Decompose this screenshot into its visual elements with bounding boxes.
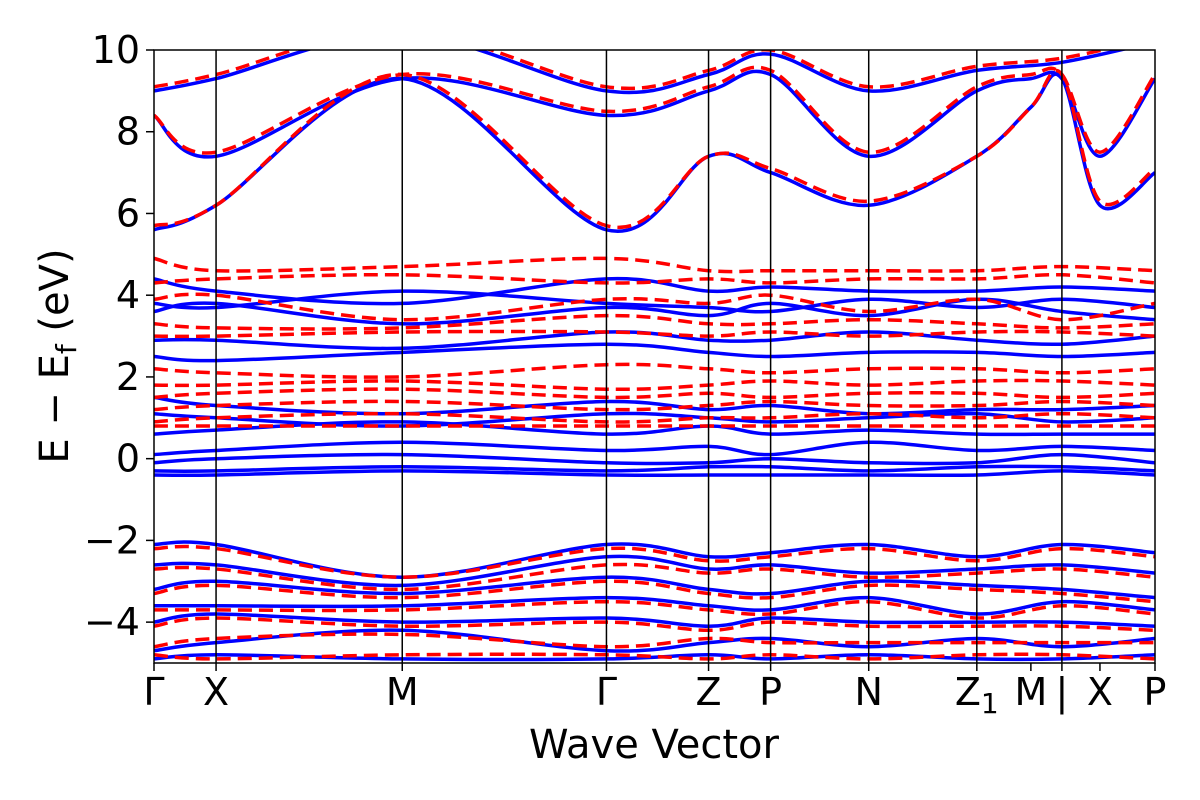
x-tick-label: | bbox=[1056, 670, 1069, 715]
band-line bbox=[154, 540, 1155, 579]
band-line bbox=[154, 652, 1155, 661]
band-line bbox=[154, 292, 1155, 322]
x-tick-label-main: M bbox=[1014, 670, 1047, 714]
x-tick-label-main: X bbox=[203, 670, 229, 714]
x-tick-label-main: X bbox=[1087, 670, 1113, 714]
band-line bbox=[154, 440, 1155, 457]
x-tick-label: Γ bbox=[143, 670, 164, 714]
x-tick-label-main: N bbox=[854, 670, 882, 714]
x-tick-label: X bbox=[203, 670, 229, 714]
band-line bbox=[154, 342, 1155, 363]
x-tick-label: M bbox=[386, 670, 419, 714]
x-tick-label: P bbox=[1144, 670, 1167, 714]
x-tick-label-main: P bbox=[759, 670, 782, 714]
x-tick-label: Z bbox=[696, 670, 722, 714]
band-line bbox=[154, 544, 1155, 579]
x-tick-label: N bbox=[854, 670, 882, 714]
band-line bbox=[154, 69, 1155, 159]
x-tick-label-main: | bbox=[1056, 670, 1069, 715]
band-line bbox=[154, 554, 1155, 588]
y-tick-label: 8 bbox=[116, 110, 140, 154]
band-line bbox=[154, 313, 1155, 331]
band-line bbox=[154, 362, 1155, 379]
band-line bbox=[154, 395, 1155, 416]
band-line bbox=[154, 72, 1155, 234]
y-tick-label: 10 bbox=[92, 28, 140, 72]
band-line bbox=[154, 469, 1155, 478]
x-tick-label: M bbox=[1014, 670, 1047, 714]
band-line bbox=[154, 616, 1155, 633]
band-line bbox=[154, 628, 1155, 653]
x-tick-label-main: Z bbox=[955, 670, 981, 714]
x-tick-label-main: Z bbox=[696, 670, 722, 714]
band-line bbox=[154, 330, 1155, 351]
y-tick-label: 0 bbox=[116, 437, 140, 481]
x-tick-label-subscript: 1 bbox=[981, 687, 999, 720]
x-tick-label-main: M bbox=[386, 670, 419, 714]
band-line bbox=[154, 464, 1155, 473]
x-axis: Γ X M Γ Z P N Z1 M | X P bbox=[143, 663, 1166, 720]
band-set-1 bbox=[154, 50, 1155, 661]
plot-frame bbox=[153, 49, 1156, 664]
y-axis-title-unit: (eV) bbox=[32, 248, 78, 344]
band-line bbox=[154, 387, 1155, 400]
x-tick-label: Γ bbox=[596, 670, 617, 714]
y-axis: 10 8 6 4 2 0 −2 −4 bbox=[84, 28, 154, 644]
band-line bbox=[154, 411, 1155, 424]
band-line bbox=[154, 256, 1155, 274]
x-tick-label: P bbox=[759, 670, 782, 714]
y-tick-label: 2 bbox=[116, 355, 140, 399]
band-line bbox=[154, 612, 1155, 628]
x-tick-label: Z1 bbox=[955, 670, 999, 720]
band-line bbox=[154, 50, 1128, 95]
band-line bbox=[154, 378, 1155, 392]
kpoint-lines bbox=[215, 50, 1063, 663]
y-tick-label: −2 bbox=[84, 518, 140, 562]
band-line bbox=[154, 420, 1155, 437]
x-tick-label: X bbox=[1087, 670, 1113, 714]
y-axis-title-main: E − E bbox=[32, 354, 78, 464]
band-line bbox=[154, 399, 1155, 412]
y-axis-title-subscript: f bbox=[50, 343, 83, 354]
band-line bbox=[154, 599, 1155, 620]
band-line bbox=[154, 272, 1155, 285]
y-tick-label: 4 bbox=[116, 273, 140, 317]
bands-layer bbox=[154, 50, 1155, 662]
y-axis-title: E − Ef (eV) bbox=[32, 248, 83, 463]
band-line bbox=[154, 653, 1155, 662]
band-line bbox=[154, 452, 1155, 466]
x-tick-label-main: P bbox=[1144, 670, 1167, 714]
band-line bbox=[154, 69, 1155, 230]
x-tick-label-main: Γ bbox=[143, 670, 164, 714]
band-set-0 bbox=[154, 50, 1155, 662]
band-line bbox=[154, 50, 1111, 91]
x-axis-title: Wave Vector bbox=[529, 722, 780, 768]
band-line bbox=[154, 595, 1155, 616]
band-line bbox=[154, 329, 1155, 339]
y-tick-label: 6 bbox=[116, 191, 140, 235]
x-tick-label-main: Γ bbox=[596, 670, 617, 714]
y-tick-label: −4 bbox=[84, 600, 140, 644]
band-line bbox=[154, 297, 1155, 326]
